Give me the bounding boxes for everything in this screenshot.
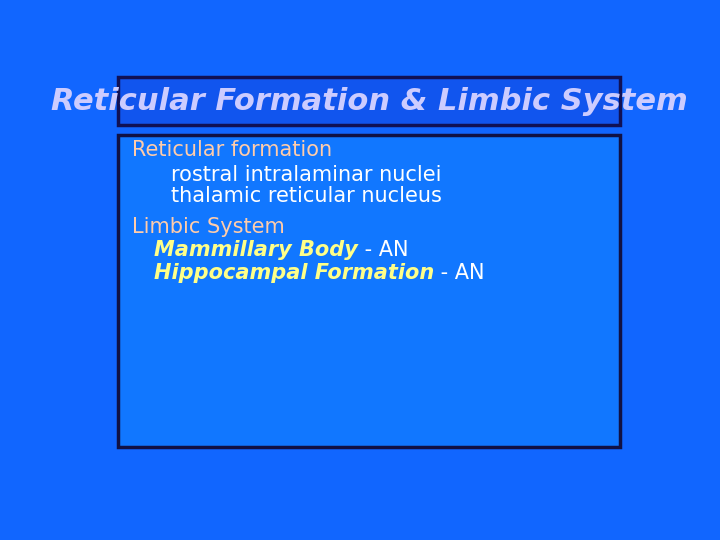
FancyBboxPatch shape <box>118 77 620 125</box>
Text: Mammillary Body: Mammillary Body <box>154 240 358 260</box>
Text: thalamic reticular nucleus: thalamic reticular nucleus <box>171 186 442 206</box>
Text: - AN: - AN <box>358 240 408 260</box>
Text: rostral intralaminar nuclei: rostral intralaminar nuclei <box>171 165 441 185</box>
Text: Limbic System: Limbic System <box>132 217 284 237</box>
Text: Hippocampal Formation: Hippocampal Formation <box>154 262 434 283</box>
FancyBboxPatch shape <box>118 136 620 447</box>
Text: - AN: - AN <box>434 262 485 283</box>
Text: Reticular Formation & Limbic System: Reticular Formation & Limbic System <box>50 87 688 116</box>
Text: Reticular formation: Reticular formation <box>132 140 332 160</box>
